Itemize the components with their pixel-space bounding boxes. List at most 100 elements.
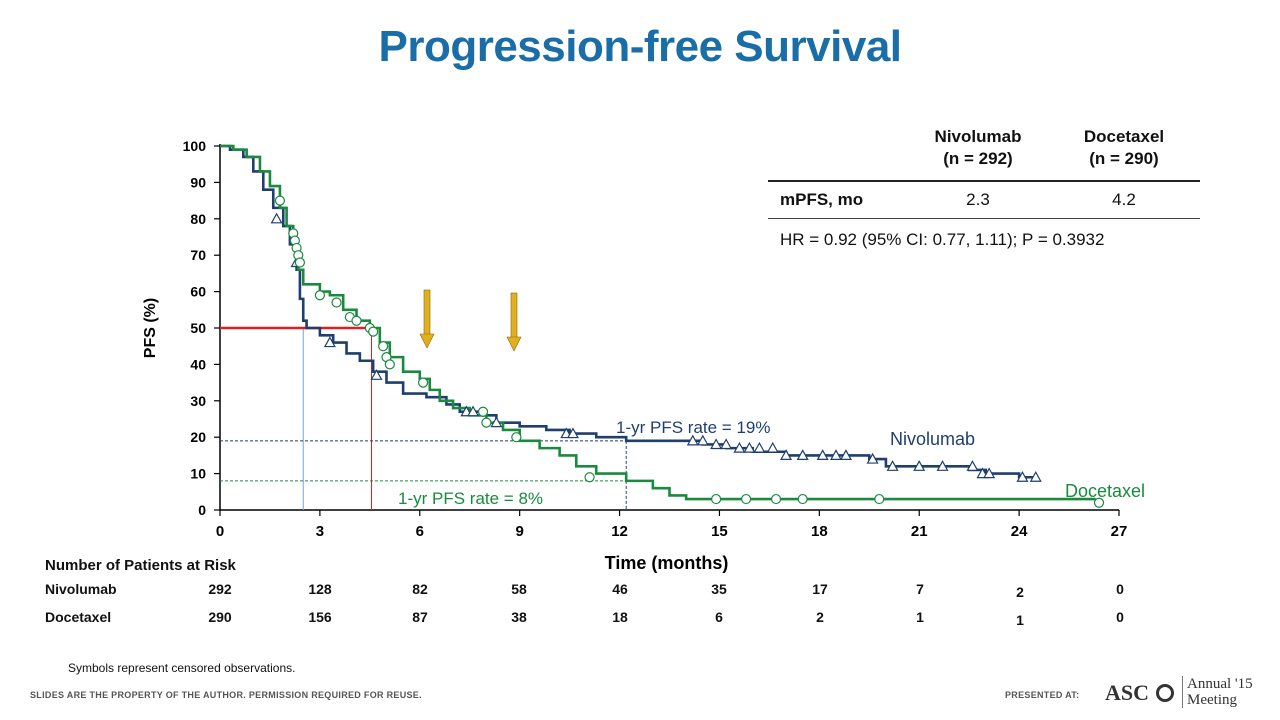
x-tick-label: 18 — [811, 523, 828, 540]
censor-marker-nivolumab — [796, 449, 809, 460]
risk-value: 38 — [511, 609, 527, 625]
censor-marker-docetaxel — [874, 493, 885, 505]
down-arrow-shaft — [423, 289, 431, 337]
censor-marker-nivolumab — [913, 460, 926, 471]
censor-marker-nivolumab — [370, 369, 383, 380]
censor-marker-docetaxel — [1093, 497, 1105, 508]
down-arrow-head — [506, 336, 522, 352]
x-axis-label: Time (months) — [605, 553, 729, 573]
censor-marker-nivolumab — [839, 449, 852, 460]
risk-row-label-nivolumab: Nivolumab — [45, 581, 117, 597]
censor-marker-nivolumab — [983, 467, 996, 479]
down-arrow-shaft — [510, 292, 518, 340]
chart-labels: 1-yr PFS rate = 19% 1-yr PFS rate = 8% Niv… — [398, 289, 1145, 508]
censor-marker-nivolumab — [467, 405, 480, 417]
censor-marker-nivolumab — [886, 460, 899, 471]
footer-copyright: SLIDES ARE THE PROPERTY OF THE AUTHOR. P… — [30, 690, 422, 700]
footnote: Symbols represent censored observations. — [68, 661, 296, 675]
risk-value: 2 — [1016, 584, 1024, 600]
censor-marker-nivolumab — [743, 441, 756, 453]
censor-marker-nivolumab — [686, 434, 699, 446]
asco-logo-mark — [1156, 684, 1174, 702]
series-label-nivolumab: Nivolumab — [890, 429, 975, 449]
risk-value: 292 — [208, 581, 232, 597]
slide-title: Progression-free Survival — [378, 22, 902, 71]
x-tick-label: 12 — [611, 523, 628, 540]
censor-marker-docetaxel — [797, 493, 808, 505]
y-tick-label: 30 — [190, 393, 206, 409]
stats-hr-text: HR = 0.92 (95% CI: 0.77, 1.11); P = 0.39… — [780, 230, 1105, 249]
censor-marker-nivolumab — [720, 438, 733, 450]
censor-marker-nivolumab — [323, 336, 336, 348]
chart-axes: 0 10 20 30 40 50 60 70 80 90 100 0 3 6 9 12 15 18 21 24 27 Ti… — [142, 138, 1127, 573]
censor-marker-nivolumab — [710, 438, 723, 450]
risk-value: 1 — [916, 609, 924, 625]
x-tick-label: 24 — [1011, 523, 1028, 540]
meeting-line1: Annual '15 — [1187, 676, 1253, 692]
y-tick-label: 40 — [190, 356, 206, 372]
censor-marker-docetaxel — [584, 472, 595, 483]
censor-marker-nivolumab — [566, 427, 579, 439]
risk-value: 87 — [412, 609, 428, 625]
censor-marker-nivolumab — [696, 434, 709, 446]
y-tick-label: 100 — [183, 138, 207, 154]
x-tick-label: 6 — [416, 523, 424, 540]
censor-marker-docetaxel — [384, 359, 395, 370]
censor-marker-docetaxel — [274, 195, 286, 206]
censor-marker-nivolumab — [733, 441, 746, 453]
stats-col1-header: Nivolumab (n = 292) — [908, 126, 1048, 170]
risk-value: 6 — [715, 609, 723, 625]
stats-col2-name: Docetaxel — [1083, 127, 1165, 146]
y-tick-label: 90 — [190, 174, 206, 190]
censor-marker-docetaxel — [481, 417, 492, 428]
down-arrow-head — [419, 333, 435, 349]
risk-value: 17 — [812, 581, 828, 597]
censor-marker-nivolumab — [816, 449, 829, 460]
stats-row-label: mPFS, mo — [780, 190, 864, 209]
censor-markers — [270, 195, 1105, 508]
censor-marker-nivolumab — [829, 449, 843, 460]
censor-marker-nivolumab — [753, 441, 766, 453]
stats-col1-name: Nivolumab — [934, 127, 1022, 146]
stats-rule-top — [768, 180, 1200, 182]
y-tick-label: 10 — [190, 466, 206, 482]
censor-marker-nivolumab — [1029, 471, 1042, 482]
censor-marker-nivolumab — [936, 460, 949, 471]
y-axis-label: PFS (%) — [142, 298, 159, 358]
y-tick-label: 20 — [190, 429, 206, 445]
censor-marker-docetaxel — [351, 315, 362, 326]
y-tick-label: 80 — [190, 211, 206, 227]
censor-marker-nivolumab — [780, 449, 793, 460]
stats-col2-value: 4.2 — [1112, 190, 1136, 209]
risk-row-label-docetaxel: Docetaxel — [45, 609, 112, 625]
censor-marker-nivolumab — [866, 452, 879, 464]
risk-value: 1 — [1016, 612, 1024, 628]
down-arrow-2 — [506, 292, 522, 352]
risk-value: 35 — [711, 581, 727, 597]
y-tick-label: 50 — [190, 320, 206, 336]
risk-table-title: Number of Patients at Risk — [45, 557, 236, 574]
censor-marker-nivolumab — [270, 212, 283, 224]
risk-value: 290 — [208, 609, 232, 625]
risk-value: 18 — [612, 609, 628, 625]
annual-meeting-logo: Annual '15 Meeting — [1182, 676, 1253, 708]
x-tick-label: 0 — [216, 523, 224, 540]
down-arrow-1 — [419, 289, 435, 349]
censor-marker-nivolumab — [966, 460, 979, 471]
annotation-docetaxel-1yr: 1-yr PFS rate = 8% — [398, 489, 543, 508]
curve-docetaxel — [220, 144, 1096, 501]
censor-marker-docetaxel — [378, 341, 389, 352]
stats-col2-header: Docetaxel (n = 290) — [1054, 126, 1194, 170]
censor-marker-nivolumab — [766, 441, 779, 453]
asco-logo: ASC — [1105, 680, 1150, 705]
reference-lines — [220, 326, 627, 510]
x-tick-label: 15 — [711, 523, 728, 540]
x-tick-label: 21 — [911, 523, 928, 540]
censor-marker-docetaxel — [294, 257, 306, 268]
censor-marker-docetaxel — [711, 493, 722, 505]
censor-marker-docetaxel — [331, 297, 342, 308]
censor-marker-docetaxel — [740, 493, 752, 505]
censor-marker-docetaxel — [511, 432, 522, 443]
y-tick-label: 70 — [190, 247, 206, 263]
